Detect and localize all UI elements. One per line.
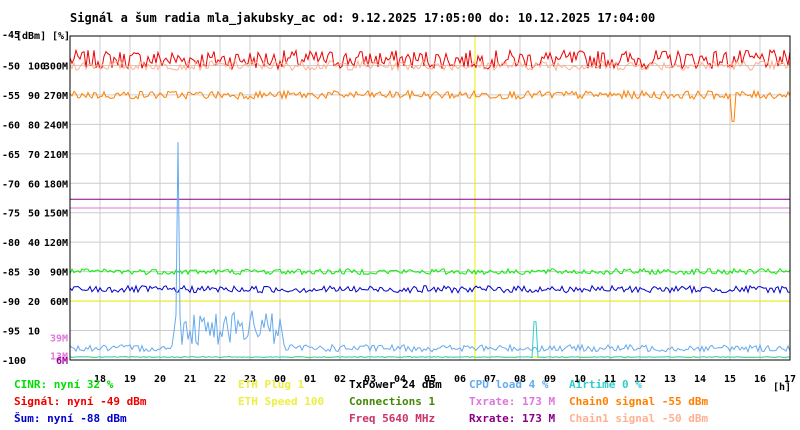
y-unit-dbm: [dBm]: [16, 31, 46, 42]
legend-item: Šum: nyní -88 dBm: [14, 412, 127, 425]
series-chain0-signal: [69, 89, 791, 122]
y-tick-dbm: -100: [2, 356, 26, 367]
x-tick: 05: [424, 374, 436, 385]
legend-item: Rxrate: 173 M: [469, 412, 556, 425]
y-tick-rate: 60M: [50, 297, 68, 308]
y-tick-rate: 240M: [44, 120, 68, 131]
series--um: [69, 284, 791, 295]
x-tick: 20: [154, 374, 166, 385]
x-tick: 12: [634, 374, 646, 385]
legend-item: CINR: nyní 32 %: [14, 378, 114, 391]
y-tick-dbm: -55: [2, 91, 20, 102]
legend-item: Txrate: 173 M: [469, 395, 556, 408]
axes: -45-50-55-60-65-70-75-80-85-90-95-100100…: [2, 30, 796, 385]
series-cpu-load: [69, 141, 791, 354]
y-tick-dbm: -95: [2, 327, 20, 338]
x-tick: 00: [274, 374, 286, 385]
legend-item: Signál: nyní -49 dBm: [14, 395, 147, 408]
x-tick: 17: [784, 374, 796, 385]
y-tick-rate: 150M: [44, 209, 68, 220]
legend-item: ETH Speed 100: [238, 395, 325, 408]
x-tick: 03: [364, 374, 376, 385]
y-tick-pct: 40: [28, 238, 40, 249]
y-tick-pct: 100: [28, 61, 46, 72]
y-tick-dbm: -65: [2, 150, 20, 161]
x-tick: 15: [724, 374, 736, 385]
x-tick: 21: [184, 374, 196, 385]
y-tick-pct: 80: [28, 120, 40, 131]
x-tick: 13: [664, 374, 676, 385]
legend-item: Freq 5640 MHz: [349, 412, 436, 425]
y-tick-dbm: -80: [2, 238, 20, 249]
y-tick-pct: 30: [28, 268, 40, 279]
y-tick-rate: 300M: [44, 61, 68, 72]
y-tick-pct: 50: [28, 209, 40, 220]
y-tick-pct: 90: [28, 91, 40, 102]
y-tick-rate: 270M: [44, 91, 68, 102]
x-unit: [h]: [773, 382, 791, 393]
y-tick-pct: 10: [28, 327, 40, 338]
y-tick-dbm: -45: [2, 30, 20, 41]
series-airtime: [69, 321, 791, 359]
legend-item: Airtime 0 %: [569, 378, 642, 391]
y-tick-dbm: -90: [2, 297, 20, 308]
y-tick-rate-low: 39M: [50, 334, 68, 345]
x-tick: 19: [124, 374, 136, 385]
x-tick: 02: [334, 374, 346, 385]
x-tick: 14: [694, 374, 706, 385]
y-tick-rate-low: 13M: [50, 351, 68, 362]
series-layer: [69, 48, 791, 359]
y-tick-pct: 20: [28, 297, 40, 308]
y-tick-rate: 180M: [44, 179, 68, 190]
y-tick-pct: 70: [28, 150, 40, 161]
x-tick: 23: [244, 374, 256, 385]
x-tick: 06: [454, 374, 466, 385]
y-tick-dbm: -50: [2, 61, 20, 72]
x-tick: 04: [394, 374, 406, 385]
series-cinr: [69, 267, 791, 276]
x-tick: 10: [574, 374, 586, 385]
y-tick-dbm: -60: [2, 120, 20, 131]
chart-title: Signál a šum radia mla_jakubsky_ac od: 9…: [70, 11, 655, 26]
series-sign-l: [69, 48, 791, 71]
x-tick: 01: [304, 374, 316, 385]
x-tick: 16: [754, 374, 766, 385]
legend-item: ETH Plug 1: [238, 378, 305, 391]
x-tick: 22: [214, 374, 226, 385]
legend-item: Chain0 signal -55 dBm: [569, 395, 709, 408]
grid: [70, 36, 790, 360]
legend-item: CPU load 4 %: [469, 378, 549, 391]
legend-item: TxPower 24 dBm: [349, 378, 442, 391]
y-unit-pct: [%]: [52, 31, 70, 42]
series-chain1-signal: [69, 58, 791, 72]
legend-item: Connections 1: [349, 395, 436, 408]
y-tick-rate: 90M: [50, 268, 68, 279]
legend-item: Chain1 signal -50 dBm: [569, 412, 709, 425]
y-tick-pct: 60: [28, 179, 40, 190]
y-tick-dbm: -85: [2, 268, 20, 279]
y-tick-rate-low: 6M: [56, 356, 68, 367]
plot-frame: [69, 35, 791, 361]
y-tick-rate: 210M: [44, 150, 68, 161]
x-tick: 18: [94, 374, 106, 385]
y-tick-dbm: -70: [2, 179, 20, 190]
y-tick-rate: 120M: [44, 238, 68, 249]
x-tick: 09: [544, 374, 556, 385]
x-tick: 11: [604, 374, 616, 385]
x-tick: 07: [484, 374, 496, 385]
y-tick-dbm: -75: [2, 209, 20, 220]
x-tick: 08: [514, 374, 526, 385]
